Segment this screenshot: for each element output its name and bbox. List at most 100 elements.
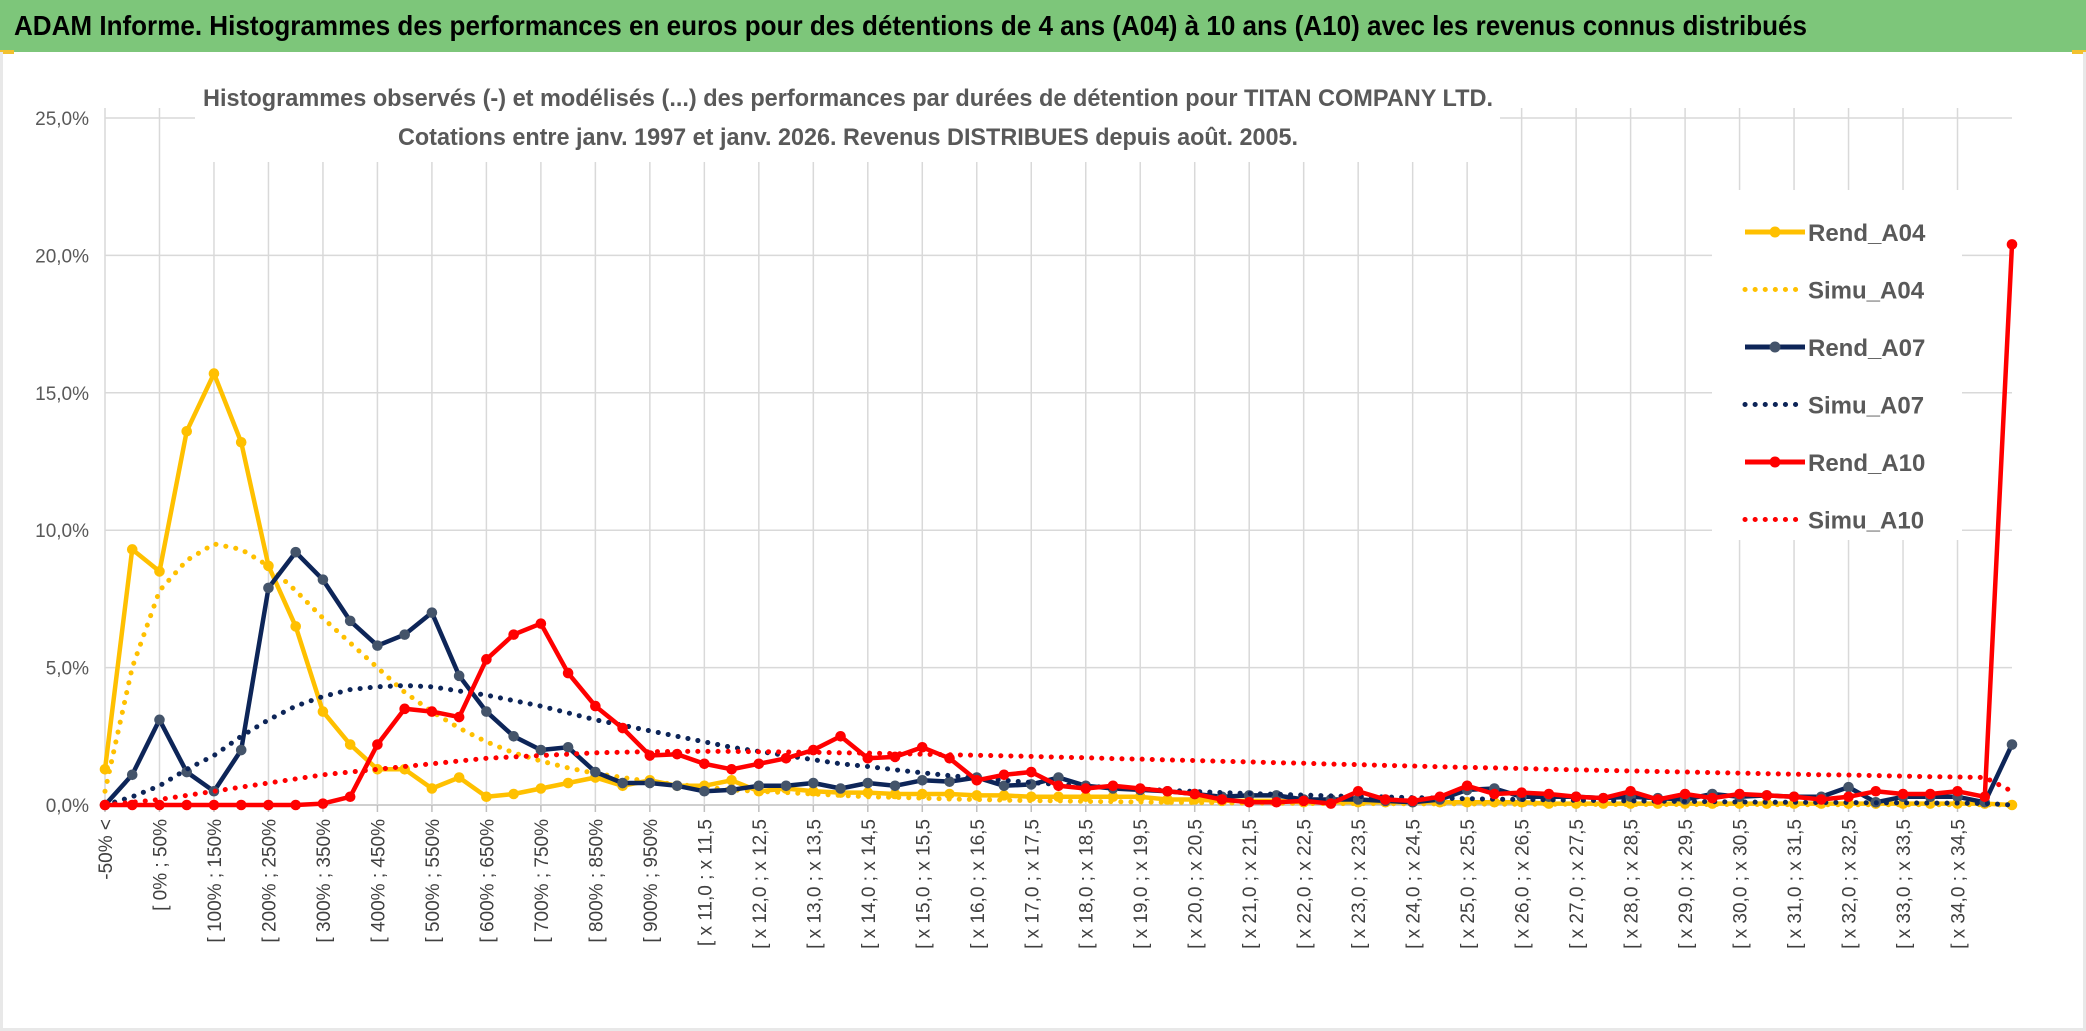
data-point-rend-a04 [290,621,302,632]
legend-label-rend-a07: Rend_A07 [1808,335,1925,362]
data-point-rend-a10 [235,799,247,811]
y-tick-label: 25,0% [35,109,89,130]
x-tick-label: [ 200% ; 250% [259,819,280,943]
data-point-rend-a10 [998,769,1010,781]
x-tick-label: [ x 12,0 ; x 12,5 [750,819,771,949]
x-tick-label: -50% < [96,819,117,880]
data-point-rend-a10 [1243,796,1255,808]
legend-label-rend-a04: Rend_A04 [1808,220,1926,247]
legend-background [1712,190,1962,540]
x-tick-label: [ x 22,0 ; x 22,5 [1295,819,1316,949]
data-point-rend-a10 [1707,792,1718,804]
x-tick-label: [ x 29,0 ; x 29,5 [1676,819,1697,949]
data-point-rend-a04 [726,774,737,786]
data-point-rend-a10 [1924,788,1936,800]
x-tick-label: [ x 19,0 ; x 19,5 [1131,819,1152,949]
legend-label-simu-a04: Simu_A04 [1808,278,1925,305]
x-tick-label: [ x 20,0 ; x 20,5 [1186,819,1207,949]
data-point-rend-a04 [426,783,438,794]
legend-label-rend-a10: Rend_A10 [1808,450,1925,477]
series-line-simu-a04 [102,541,2015,808]
data-point-rend-a07 [317,574,329,585]
data-point-rend-a10 [453,711,465,723]
data-point-rend-a10 [1271,796,1282,808]
banner-corner-right [2072,50,2086,54]
data-point-rend-a10 [1952,785,1963,797]
data-point-rend-a10 [426,706,438,717]
x-tick-label: [ x 28,0 ; x 28,5 [1622,819,1643,949]
data-point-rend-a10 [1352,785,1364,797]
data-point-rend-a10 [344,791,356,803]
banner-corner-left [0,50,14,54]
data-point-rend-a07 [372,640,383,651]
x-tick-label: [ 400% ; 450% [368,819,389,943]
data-point-rend-a10 [1788,791,1800,803]
data-point-rend-a07 [808,777,819,789]
data-point-rend-a04 [181,425,193,437]
data-point-rend-a10 [290,799,302,811]
data-point-rend-a07 [889,780,901,792]
data-point-rend-a10 [1461,780,1473,792]
data-point-rend-a10 [1025,766,1037,778]
data-point-rend-a10 [2006,239,2018,250]
data-point-rend-a07 [290,546,302,558]
legend-label-simu-a10: Simu_A10 [1808,508,1924,535]
data-point-rend-a10 [154,799,165,811]
data-point-rend-a07 [344,615,356,627]
data-point-rend-a07 [535,744,547,756]
x-tick-label: [ x 23,0 ; x 23,5 [1349,819,1370,949]
data-point-rend-a10 [1516,787,1527,798]
data-point-rend-a10 [1162,785,1173,797]
y-tick-label: 20,0% [35,246,89,267]
data-point-rend-a10 [1816,794,1827,805]
data-point-rend-a10 [753,758,765,770]
series-group [99,239,2018,811]
data-point-rend-a10 [726,763,737,775]
x-tick-label: [ 500% ; 550% [423,819,444,943]
data-point-rend-a10 [780,752,792,764]
y-axis-ticks: 0,0% 5,0% 10,0% 15,0% 20,0% 25,0% [35,109,89,817]
x-tick-label: [ x 16,0 ; x 16,5 [968,819,989,949]
data-point-rend-a04 [508,788,519,800]
x-tick-label: [ x 32,0 ; x 32,5 [1840,819,1861,949]
data-point-rend-a07 [644,777,656,789]
data-point-rend-a04 [235,436,247,448]
data-point-rend-a10 [1434,791,1446,803]
data-point-rend-a10 [1298,795,1309,807]
data-point-rend-a07 [617,777,628,789]
x-tick-label: [ x 21,0 ; x 21,5 [1240,819,1261,949]
data-point-rend-a07 [126,769,138,781]
x-tick-label: [ 600% ; 650% [477,819,498,943]
x-tick-label: [ 100% ; 150% [205,819,226,943]
header-banner: ADAM Informe. Histogrammes des performan… [0,0,2086,52]
data-point-rend-a10 [1570,791,1582,803]
data-point-rend-a10 [1189,788,1201,800]
x-tick-label: [ x 15,0 ; x 15,5 [913,819,934,949]
data-point-rend-a07 [1843,781,1854,793]
x-tick-label: [ x 25,0 ; x 25,5 [1458,819,1479,949]
data-point-rend-a10 [1325,798,1337,809]
data-point-rend-a07 [453,670,465,682]
data-point-rend-a10 [481,654,492,665]
data-point-rend-a07 [590,766,601,778]
data-point-rend-a07 [944,776,955,787]
chart-title-line2: Cotations entre janv. 1997 et janv. 2026… [398,124,1298,151]
data-point-rend-a10 [1543,788,1555,800]
data-point-rend-a10 [617,722,628,734]
data-point-rend-a10 [835,731,846,742]
data-point-rend-a04 [562,777,574,789]
data-point-rend-a10 [1761,790,1773,801]
data-point-rend-a07 [235,744,247,756]
x-tick-label: [ x 34,0 ; x 34,5 [1949,819,1970,949]
x-tick-label: [ x 24,0 ; x 24,5 [1404,819,1425,949]
data-point-rend-a10 [1979,791,1991,803]
x-tick-label: [ x 11,0 ; x 11,5 [695,819,716,946]
data-point-rend-a07 [699,785,710,797]
data-point-rend-a10 [1053,780,1064,792]
data-point-rend-a10 [1407,795,1418,807]
data-point-rend-a07 [862,777,874,789]
data-point-rend-a10 [535,618,547,629]
x-axis-ticks: -50% < [ 0% ; 50% [ 100% ; 150% [ 200% ; 25… [96,819,1970,949]
x-tick-label: [ x 30,0 ; x 30,5 [1731,819,1752,949]
